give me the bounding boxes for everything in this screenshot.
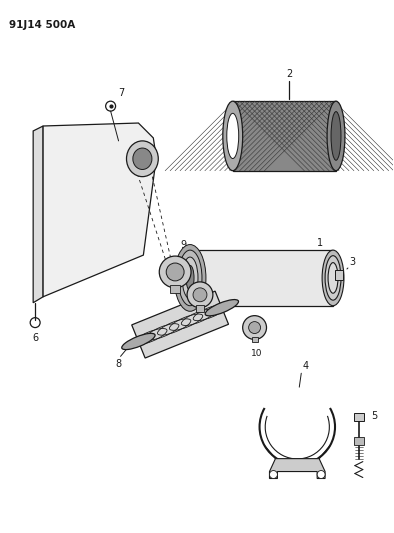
Text: 7: 7 [119, 88, 125, 98]
Text: 91J14 500A: 91J14 500A [9, 20, 76, 30]
Ellipse shape [223, 101, 243, 171]
Circle shape [187, 282, 213, 308]
Bar [233, 101, 336, 171]
Ellipse shape [133, 148, 152, 169]
Circle shape [249, 321, 260, 334]
Circle shape [243, 316, 266, 340]
Bar [170, 285, 180, 293]
Ellipse shape [178, 250, 202, 306]
Text: 10: 10 [251, 350, 262, 358]
Ellipse shape [327, 101, 345, 171]
Circle shape [159, 256, 191, 288]
Circle shape [317, 471, 325, 479]
Text: 8: 8 [115, 359, 122, 369]
Ellipse shape [325, 256, 341, 300]
Bar [196, 305, 204, 312]
Ellipse shape [186, 265, 194, 290]
Ellipse shape [227, 114, 239, 158]
Ellipse shape [322, 250, 344, 306]
Ellipse shape [126, 141, 158, 176]
Bar [335, 270, 343, 280]
Polygon shape [33, 126, 43, 303]
Polygon shape [132, 291, 229, 358]
Bar [354, 413, 364, 421]
Bar [354, 437, 364, 445]
Text: 5: 5 [371, 411, 377, 421]
Text: 3: 3 [349, 257, 355, 267]
Text: 2: 2 [286, 69, 292, 79]
Ellipse shape [328, 263, 338, 293]
Circle shape [193, 288, 207, 302]
Text: 6: 6 [32, 333, 38, 343]
Bar [252, 336, 258, 343]
Text: 10: 10 [192, 317, 204, 326]
Circle shape [166, 263, 184, 281]
Text: 9: 9 [180, 240, 186, 250]
Ellipse shape [122, 333, 155, 350]
Text: 4: 4 [302, 361, 309, 372]
Ellipse shape [182, 257, 198, 299]
Ellipse shape [174, 245, 206, 311]
Ellipse shape [331, 111, 341, 160]
Text: 1: 1 [317, 238, 323, 248]
Ellipse shape [205, 300, 238, 316]
Polygon shape [269, 458, 325, 479]
Polygon shape [43, 123, 156, 297]
Bar [190, 250, 333, 306]
Circle shape [269, 471, 277, 479]
